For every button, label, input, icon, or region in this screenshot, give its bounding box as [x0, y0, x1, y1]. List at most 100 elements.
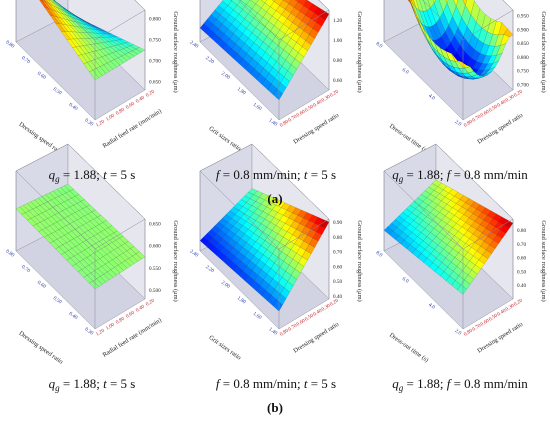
x-axis-label: Grit sizes ratio [207, 125, 242, 152]
y-tick-label: 1.20 [95, 119, 106, 129]
caption-a1-rest: = 1.88; [60, 167, 103, 182]
x-tick-label: 6.0 [401, 276, 410, 285]
z-axis-label: Ground surface roughness (μm) [356, 11, 363, 92]
z-tick-label: 0.50 [333, 279, 342, 285]
z-tick-label: 0.800 [149, 16, 161, 22]
x-tick-label: 0.60 [36, 71, 47, 81]
x-tick-label: 1.40 [267, 327, 278, 337]
caption-a2-rest: = 0.8 mm/min; [220, 167, 304, 182]
y-tick-label: 0.20 [145, 89, 156, 99]
x-tick-label: 0.30 [83, 327, 94, 337]
x-tick-label: 8.0 [375, 250, 384, 259]
z-tick-label: 0.850 [517, 41, 529, 47]
caption-b2-rest: = 0.8 mm/min; [220, 376, 304, 391]
caption-a1-tail: = 5 s [107, 167, 136, 182]
caption-b2: f = 0.8 mm/min; t = 5 s [216, 376, 336, 391]
x-tick-label: 1.60 [252, 311, 263, 321]
z-tick-label: 0.900 [517, 27, 529, 33]
x-tick-label: 2.40 [188, 40, 199, 50]
z-tick-label: 0.750 [517, 69, 529, 75]
x-tick-label: 1.60 [252, 102, 263, 112]
caption-b3: qg = 1.88; f = 0.8 mm/min [392, 376, 528, 393]
caption-a2: f = 0.8 mm/min; t = 5 s [216, 167, 336, 182]
z-tick-label: 0.60 [333, 78, 342, 84]
x-tick-label: 0.70 [20, 264, 31, 274]
x-tick-label: 4.0 [427, 302, 436, 311]
z-tick-label: 0.950 [517, 14, 529, 20]
y-tick-label: 0.60 [125, 101, 136, 111]
y-tick-label: 0.20 [329, 89, 340, 99]
y-tick-label: 1.20 [95, 328, 106, 338]
x-tick-label: 0.40 [68, 311, 79, 321]
z-tick-label: 0.50 [517, 269, 526, 275]
z-tick-label: 0.90 [333, 220, 342, 226]
z-tick-label: 1.20 [333, 18, 342, 24]
x-tick-label: 0.80 [4, 40, 15, 50]
y-tick-label: 0.20 [513, 89, 524, 99]
x-tick-label: 0.40 [68, 102, 79, 112]
z-tick-label: 0.80 [517, 228, 526, 234]
z-tick-label: 0.60 [517, 256, 526, 262]
z-axis-label: Ground surface roughness (μm) [172, 11, 179, 92]
z-tick-label: 0.650 [149, 80, 161, 86]
z-axis-label: Ground surface roughness (μm) [540, 11, 547, 92]
z-tick-label: 0.750 [149, 37, 161, 43]
z-tick-label: 0.500 [149, 288, 161, 294]
z-axis-label: Ground surface roughness (μm) [356, 220, 363, 301]
caption-a1: qg = 1.88; t = 5 s [49, 167, 136, 184]
y-tick-label: 0.40 [135, 304, 146, 314]
z-tick-label: 0.60 [333, 264, 342, 270]
y-tick-label: 0.40 [135, 95, 146, 105]
z-tick-label: 0.40 [517, 283, 526, 289]
x-tick-label: 2.40 [188, 249, 199, 259]
z-tick-label: 1.00 [333, 38, 342, 44]
x-tick-label: 0.80 [4, 249, 15, 259]
caption-b1-tail: = 5 s [107, 376, 136, 391]
y-tick-label: 1.00 [105, 322, 116, 332]
z-tick-label: 0.70 [333, 250, 342, 256]
y-tick-label: 0.80 [115, 316, 126, 326]
y-tick-label: 0.60 [125, 310, 136, 320]
z-axis-label: Ground surface roughness (μm) [172, 220, 179, 301]
caption-b3-tail: = 0.8 mm/min [450, 376, 528, 391]
x-tick-label: 2.00 [220, 280, 231, 290]
z-tick-label: 0.40 [333, 294, 342, 300]
row-label-b: (b) [267, 400, 283, 415]
x-tick-label: 0.50 [52, 86, 63, 96]
x-tick-label: 8.0 [375, 41, 384, 50]
x-tick-label: 4.0 [427, 93, 436, 102]
y-tick-label: 0.20 [145, 298, 156, 308]
y-tick-label: 0.80 [115, 107, 126, 117]
caption-a2-tail: = 5 s [307, 167, 336, 182]
caption-b3-rest: = 1.88; [403, 376, 446, 391]
x-axis-label: Grit sizes ratio [207, 334, 242, 361]
caption-a3: qg = 1.88; f = 0.8 mm/min [392, 167, 528, 184]
x-tick-label: 2.20 [204, 55, 215, 65]
x-tick-label: 0.50 [52, 295, 63, 305]
x-tick-label: 6.0 [401, 67, 410, 76]
x-tick-label: 2.0 [454, 119, 463, 128]
caption-b1: qg = 1.88; t = 5 s [49, 376, 136, 393]
z-tick-label: 0.700 [517, 82, 529, 88]
z-tick-label: 0.800 [517, 55, 529, 61]
y-tick-label: 0.20 [513, 298, 524, 308]
x-tick-label: 1.80 [236, 86, 247, 96]
x-tick-label: 1.80 [236, 295, 247, 305]
x-axis-label: Dress-out time (s) [388, 332, 430, 364]
caption-a3-rest: = 1.88; [403, 167, 446, 182]
caption-b2-tail: = 5 s [307, 376, 336, 391]
x-tick-label: 2.0 [454, 328, 463, 337]
x-tick-label: 0.70 [20, 55, 31, 65]
y-tick-label: 1.00 [105, 113, 116, 123]
x-tick-label: 2.00 [220, 71, 231, 81]
caption-a3-tail: = 0.8 mm/min [450, 167, 528, 182]
z-tick-label: 0.600 [149, 244, 161, 250]
x-tick-label: 0.60 [36, 280, 47, 290]
x-axis-label: Dress-out time (s) [388, 123, 430, 155]
